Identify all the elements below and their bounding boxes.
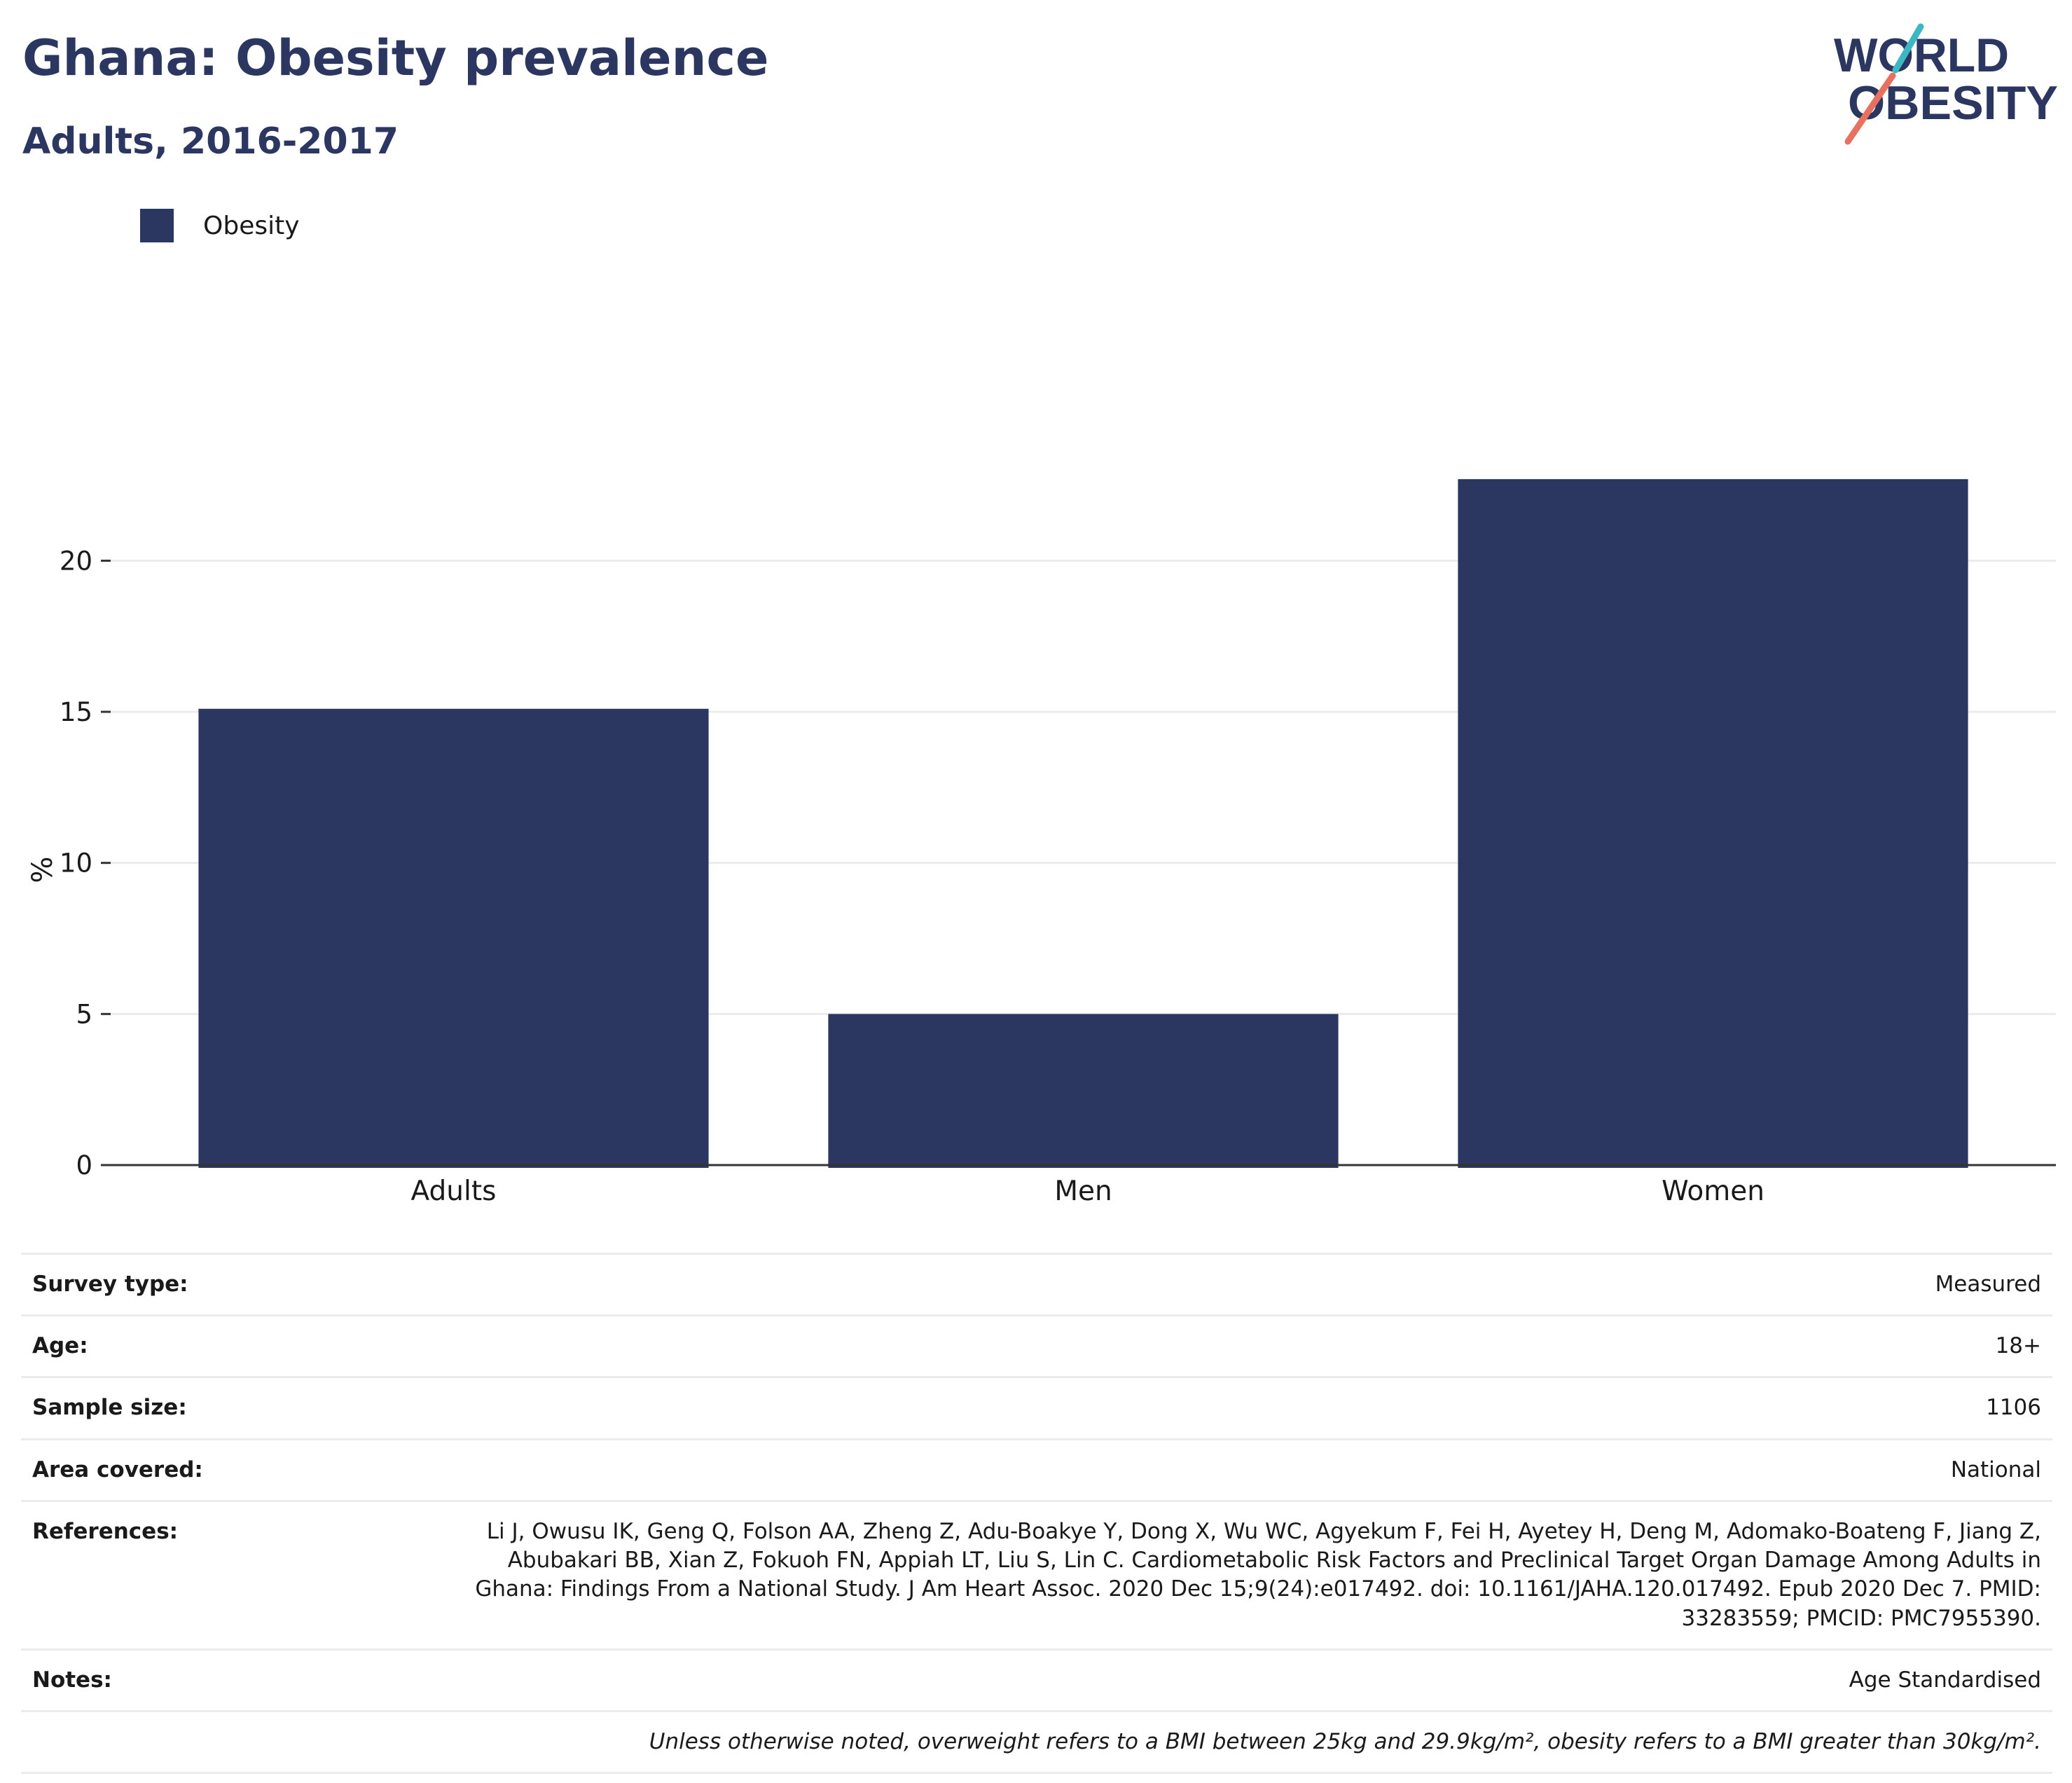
bmi-footnote: Unless otherwise noted, overweight refer… — [21, 1709, 2052, 1775]
info-label: Sample size: — [21, 1376, 436, 1440]
bars — [198, 479, 1968, 1168]
info-value: 18+ — [436, 1314, 2052, 1377]
info-row: Area covered: National — [21, 1438, 2052, 1501]
y-tick-label: 0 — [76, 1150, 92, 1180]
logo-slash-teal — [1892, 23, 1924, 74]
legend-swatch-obesity — [140, 209, 174, 242]
info-row: Age: 18+ — [21, 1314, 2052, 1377]
y-tick-label: 5 — [76, 999, 92, 1029]
bar-men — [828, 1014, 1339, 1168]
x-axis-ticks: Adults Men Women — [411, 1176, 1764, 1207]
logo-line2: OBESITY — [1848, 76, 2058, 130]
world-obesity-logo: WORLD OBESITY — [1834, 23, 2058, 145]
logo-slash-coral — [1844, 72, 1896, 145]
info-row: References: Li J, Owusu IK, Geng Q, Folso… — [21, 1499, 2052, 1650]
y-tick-label: 15 — [60, 697, 92, 727]
info-value: Age Standardised — [436, 1648, 2052, 1712]
bar-chart: 0 5 10 15 20 Adults Men Women % — [27, 479, 2056, 1207]
bar-women — [1458, 479, 1968, 1168]
chart-legend: Obesity — [140, 209, 300, 242]
info-row: Sample size: 1106 — [21, 1376, 2052, 1440]
info-label: Age: — [21, 1314, 436, 1377]
info-value: Measured — [436, 1252, 2052, 1316]
x-tick-label: Adults — [411, 1176, 497, 1207]
y-tick-label: 20 — [60, 546, 92, 576]
info-label: Survey type: — [21, 1252, 436, 1316]
survey-info-table: Survey type: Measured Age: 18+ Sample size: 1… — [21, 1252, 2052, 1775]
info-label: References: — [21, 1499, 436, 1650]
logo-line1: WORLD — [1834, 29, 2009, 82]
y-axis-ticks: 0 5 10 15 20 — [60, 546, 111, 1180]
y-tick-label: 10 — [60, 848, 92, 879]
info-value: 1106 — [436, 1376, 2052, 1440]
info-value: National — [436, 1438, 2052, 1501]
chart-subtitle: Adults, 2016-2017 — [22, 121, 399, 163]
x-tick-label: Men — [1054, 1176, 1112, 1207]
y-axis-label: % — [27, 856, 59, 883]
info-row: Notes: Age Standardised — [21, 1648, 2052, 1712]
chart-title: Ghana: Obesity prevalence — [22, 29, 769, 87]
info-row: Survey type: Measured — [21, 1252, 2052, 1316]
x-tick-label: Women — [1662, 1176, 1764, 1207]
info-value: Li J, Owusu IK, Geng Q, Folson AA, Zheng… — [436, 1499, 2052, 1650]
bar-adults — [198, 708, 709, 1168]
info-label: Area covered: — [21, 1438, 436, 1501]
legend-label-obesity: Obesity — [203, 211, 300, 240]
footnote-row: Unless otherwise noted, overweight refer… — [21, 1709, 2052, 1775]
info-label: Notes: — [21, 1648, 436, 1712]
